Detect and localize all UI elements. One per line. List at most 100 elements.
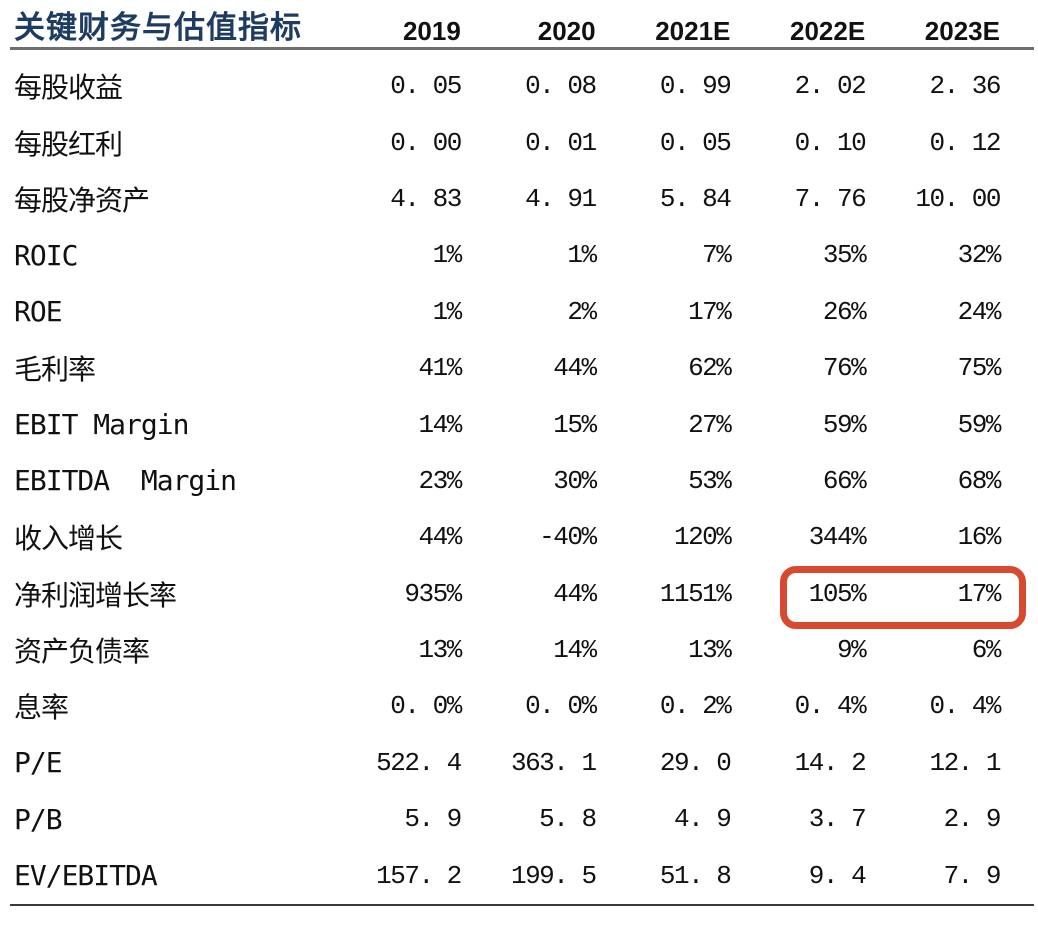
cell: 59% xyxy=(822,409,867,440)
row-label: P/E xyxy=(14,746,63,780)
table-header-row: 关键财务与估值指标 2019 2020 2021E 2022E 2023E xyxy=(0,0,1038,47)
cell: 10. 00 xyxy=(915,183,1001,214)
cell: 7. 76 xyxy=(794,183,867,214)
cell: 13% xyxy=(418,635,462,666)
cell: 35% xyxy=(822,240,867,271)
table-row: 息率 0. 0% 0. 0% 0. 2% 0. 4% 0. 4% xyxy=(0,678,1038,734)
table-body: 每股收益 0. 05 0. 08 0. 99 2. 02 2. 36 每股红利 0. 00 0.… xyxy=(0,50,1038,904)
cell: 0. 4% xyxy=(929,691,1001,722)
cell: 363. 1 xyxy=(510,747,597,778)
cell: 24% xyxy=(957,296,1002,327)
cell: 14% xyxy=(418,409,462,440)
table-row: EBITDA Margin 23% 30% 53% 66% 68% xyxy=(0,453,1038,509)
cell: 1151% xyxy=(659,578,732,609)
cell: 62% xyxy=(688,353,732,384)
cell: 17% xyxy=(957,578,1002,609)
cell: 0. 05 xyxy=(659,127,732,158)
cell: 9. 4 xyxy=(808,860,867,891)
cell: 15% xyxy=(553,409,597,440)
bottom-divider xyxy=(10,903,1034,907)
table-row: EBIT Margin 14% 15% 27% 59% 59% xyxy=(0,396,1038,452)
row-label: P/B xyxy=(14,802,63,836)
cell: 199. 5 xyxy=(510,860,597,891)
cell: 0. 0% xyxy=(390,691,462,722)
column-header-2021e: 2021E xyxy=(655,16,731,46)
cell: 157. 2 xyxy=(376,860,462,891)
row-label: 资产负债率 xyxy=(14,635,150,669)
table-row: EV/EBITDA 157. 2 199. 5 51. 8 9. 4 7. 9 xyxy=(0,847,1038,903)
cell: 12. 1 xyxy=(929,747,1001,778)
cell: 0. 4% xyxy=(794,691,867,722)
cell: 29. 0 xyxy=(659,747,732,778)
column-header-2022e: 2022E xyxy=(790,16,866,46)
cell: 76% xyxy=(822,353,867,384)
cell: 935% xyxy=(404,578,462,609)
cell: -40% xyxy=(539,522,597,553)
cell: 44% xyxy=(418,522,462,553)
row-label: ROE xyxy=(14,295,63,329)
cell: 1% xyxy=(432,296,463,327)
cell: 0. 00 xyxy=(390,127,462,158)
cell: 66% xyxy=(822,465,867,496)
cell: 2% xyxy=(567,296,597,327)
cell: 120% xyxy=(673,522,732,553)
table-row: 毛利率 41% 44% 62% 76% 75% xyxy=(0,340,1038,396)
cell: 5. 8 xyxy=(539,804,597,835)
row-label: EBIT Margin xyxy=(14,408,189,442)
table-row: ROIC 1% 1% 7% 35% 32% xyxy=(0,227,1038,283)
cell: 14% xyxy=(553,635,597,666)
table-row: P/E 522. 4 363. 1 29. 0 14. 2 12. 1 xyxy=(0,735,1038,791)
cell: 68% xyxy=(957,465,1002,496)
cell: 105% xyxy=(808,578,867,609)
cell: 14. 2 xyxy=(794,747,867,778)
table-row: 每股净资产 4. 83 4. 91 5. 84 7. 76 10. 00 xyxy=(0,171,1038,227)
cell: 17% xyxy=(688,296,732,327)
row-label: EV/EBITDA xyxy=(14,859,158,893)
cell: 5. 9 xyxy=(404,804,462,835)
table-row: 每股收益 0. 05 0. 08 0. 99 2. 02 2. 36 xyxy=(0,58,1038,114)
row-label: 毛利率 xyxy=(14,353,96,387)
column-header-2020: 2020 xyxy=(537,16,596,46)
cell: 41% xyxy=(418,353,462,384)
cell: 3. 7 xyxy=(808,804,867,835)
table-row: P/B 5. 9 5. 8 4. 9 3. 7 2. 9 xyxy=(0,791,1038,847)
cell: 27% xyxy=(688,409,732,440)
cell: 522. 4 xyxy=(376,747,462,778)
row-label: 收入增长 xyxy=(14,522,123,556)
cell: 0. 01 xyxy=(525,127,597,158)
table-row: 每股红利 0. 00 0. 01 0. 05 0. 10 0. 12 xyxy=(0,114,1038,170)
cell: 0. 10 xyxy=(794,127,867,158)
cell: 53% xyxy=(688,465,732,496)
cell: 0. 2% xyxy=(659,691,732,722)
cell: 5. 84 xyxy=(659,183,732,214)
row-label: 息率 xyxy=(14,691,69,725)
row-label: EBITDA Margin xyxy=(14,464,237,498)
cell: 16% xyxy=(957,522,1002,553)
cell: 7% xyxy=(702,240,732,271)
cell: 23% xyxy=(418,465,462,496)
row-label: 每股收益 xyxy=(14,71,123,105)
cell: 1% xyxy=(432,240,463,271)
cell: 6% xyxy=(971,635,1002,666)
cell: 0. 05 xyxy=(390,71,462,102)
row-label: ROIC xyxy=(14,238,78,272)
cell: 0. 0% xyxy=(525,691,597,722)
cell: 7. 9 xyxy=(943,860,1002,891)
table-row: 资产负债率 13% 14% 13% 9% 6% xyxy=(0,622,1038,678)
row-label: 每股净资产 xyxy=(14,183,150,217)
cell: 26% xyxy=(822,296,867,327)
cell: 1% xyxy=(567,240,597,271)
cell: 59% xyxy=(957,409,1002,440)
column-header-2023e: 2023E xyxy=(924,16,1000,46)
cell: 9% xyxy=(836,635,867,666)
cell: 0. 08 xyxy=(525,71,597,102)
cell: 44% xyxy=(553,578,597,609)
cell: 51. 8 xyxy=(659,860,732,891)
row-label: 每股红利 xyxy=(14,127,123,161)
table-row: 净利润增长率 935% 44% 1151% 105% 17% xyxy=(0,566,1038,622)
cell: 4. 9 xyxy=(673,804,732,835)
row-label: 净利润增长率 xyxy=(14,578,177,612)
cell: 30% xyxy=(553,465,597,496)
cell: 0. 99 xyxy=(659,71,732,102)
